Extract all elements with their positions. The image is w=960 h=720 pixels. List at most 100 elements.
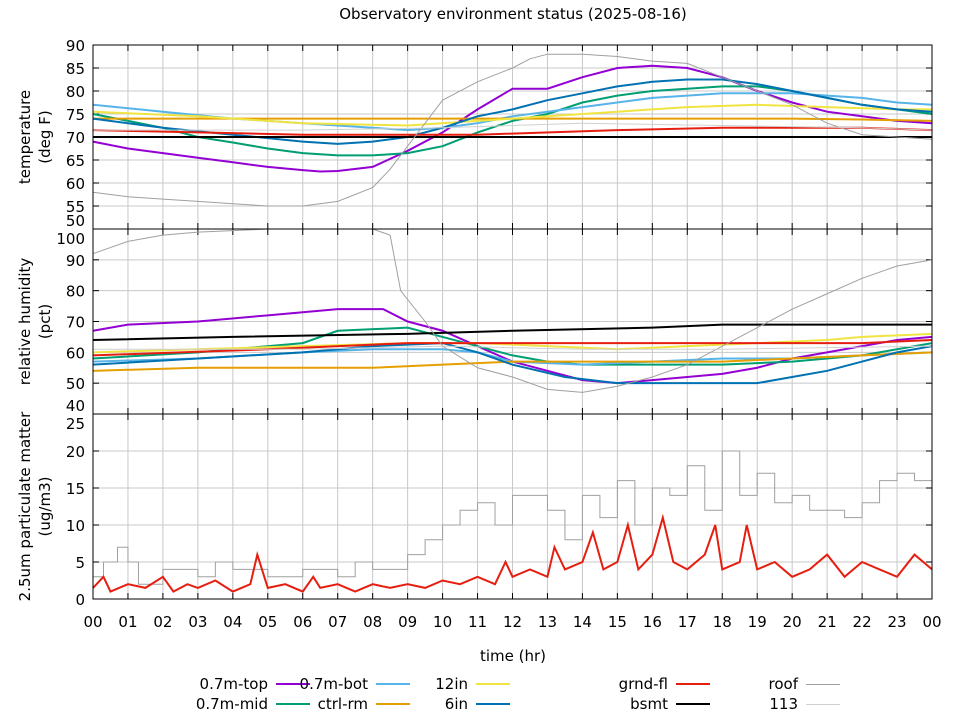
x-tick-label: 17 bbox=[678, 613, 697, 631]
y-tick-label: 80 bbox=[66, 283, 85, 301]
series-line-0.7m-mid bbox=[92, 326, 933, 366]
y-tick-label: 10 bbox=[66, 517, 85, 535]
legend-label: 0.7m-mid bbox=[195, 695, 268, 713]
series-line-0.7m-top bbox=[92, 308, 933, 385]
legend-label: 6in bbox=[444, 695, 468, 713]
legend-item-ctrl-rm: ctrl-rm bbox=[250, 694, 410, 714]
y-axis-label: (ug/m3) bbox=[36, 477, 54, 537]
x-tick-label: 21 bbox=[818, 613, 837, 631]
x-tick-label: 06 bbox=[293, 613, 312, 631]
legend-swatch bbox=[806, 703, 840, 705]
x-tick-label: 10 bbox=[433, 613, 452, 631]
x-tick-label: 19 bbox=[748, 613, 767, 631]
x-tick-label: 11 bbox=[468, 613, 487, 631]
plot-frame bbox=[92, 413, 933, 600]
x-tick-label: 07 bbox=[328, 613, 347, 631]
y-axis-label: 2.5um particulate matter bbox=[16, 411, 34, 601]
x-tick-label: 13 bbox=[538, 613, 557, 631]
y-tick-label: 70 bbox=[66, 314, 85, 332]
legend: 0.7m-top 0.7m-mid 0.7m-bot ctrl-rm 12in … bbox=[0, 668, 960, 718]
legend-swatch bbox=[376, 703, 410, 705]
series-line-roof bbox=[92, 228, 933, 393]
legend-item-0.7m-bot: 0.7m-bot bbox=[250, 674, 410, 694]
legend-swatch bbox=[376, 683, 410, 685]
legend-swatch bbox=[276, 703, 310, 705]
series-line-113 bbox=[93, 345, 933, 350]
legend-item-113: 113 bbox=[680, 694, 840, 714]
x-tick-label: 18 bbox=[713, 613, 732, 631]
y-tick-label: 50 bbox=[66, 212, 85, 230]
y-tick-label: 25 bbox=[66, 415, 85, 433]
series-line-ctrl-rm bbox=[93, 117, 933, 122]
x-tick-label: 15 bbox=[608, 613, 627, 631]
legend-label: bsmt bbox=[630, 695, 668, 713]
y-tick-label: 75 bbox=[66, 106, 85, 124]
legend-item-0.7m-top: 0.7m-top bbox=[150, 674, 310, 694]
x-tick-label: 02 bbox=[153, 613, 172, 631]
y-tick-label: 70 bbox=[66, 129, 85, 147]
x-tick-label: 09 bbox=[398, 613, 417, 631]
y-axis-label: temperature bbox=[16, 90, 34, 184]
series-line-grnd-fl bbox=[92, 513, 933, 593]
series-line-12in bbox=[92, 103, 932, 127]
x-tick-label: 05 bbox=[258, 613, 277, 631]
series-line-12in bbox=[92, 332, 933, 354]
legend-label: 0.7m-bot bbox=[299, 675, 368, 693]
y-tick-label: 90 bbox=[66, 37, 85, 55]
series-line-bsmt bbox=[92, 323, 932, 341]
x-tick-label: 08 bbox=[363, 613, 382, 631]
series-line-0.7m-top bbox=[92, 64, 933, 173]
y-tick-label: 85 bbox=[66, 60, 85, 78]
series-line-113 bbox=[93, 122, 933, 131]
x-tick-label: 14 bbox=[573, 613, 592, 631]
x-tick-label: 03 bbox=[188, 613, 207, 631]
y-tick-label: 55 bbox=[66, 198, 85, 216]
x-tick-label: 20 bbox=[783, 613, 802, 631]
legend-swatch bbox=[676, 683, 710, 685]
series-line-6in bbox=[92, 78, 933, 145]
legend-label: ctrl-rm bbox=[317, 695, 368, 713]
x-tick-label: 22 bbox=[853, 613, 872, 631]
panel-1: 40 50 60 70 80 90 100 relative humidity (pct) bbox=[16, 228, 933, 415]
y-tick-label: 65 bbox=[66, 152, 85, 170]
series-line-ctrl-rm bbox=[92, 351, 933, 372]
x-tick-label: 12 bbox=[503, 613, 522, 631]
legend-swatch bbox=[676, 703, 710, 705]
legend-label: grnd-fl bbox=[618, 675, 668, 693]
x-tick-label: 00 bbox=[83, 613, 102, 631]
x-tick-label: 23 bbox=[887, 613, 906, 631]
series-line-6in bbox=[92, 342, 933, 385]
y-tick-label: 50 bbox=[66, 375, 85, 393]
legend-label: 12in bbox=[435, 675, 468, 693]
legend-item-6in: 6in bbox=[350, 694, 510, 714]
x-tick-label: 16 bbox=[643, 613, 662, 631]
y-axis-label: (pct) bbox=[36, 304, 54, 339]
legend-label: 0.7m-top bbox=[199, 675, 268, 693]
legend-item-0.7m-mid: 0.7m-mid bbox=[150, 694, 310, 714]
y-tick-label: 5 bbox=[75, 554, 85, 572]
legend-item-grnd-fl: grnd-fl bbox=[550, 674, 710, 694]
y-axis-label: relative humidity bbox=[16, 258, 34, 386]
legend-swatch bbox=[806, 683, 840, 685]
legend-swatch bbox=[276, 683, 310, 685]
y-tick-label: 60 bbox=[66, 175, 85, 193]
y-tick-label: 60 bbox=[66, 344, 85, 362]
y-tick-label: 0 bbox=[75, 591, 85, 609]
y-tick-label: 20 bbox=[66, 443, 85, 461]
legend-label: roof bbox=[768, 675, 798, 693]
series-line-roof bbox=[93, 450, 933, 585]
x-tick-label: 04 bbox=[223, 613, 242, 631]
y-tick-label: 15 bbox=[66, 480, 85, 498]
x-axis-label: time (hr) bbox=[480, 647, 546, 665]
legend-label: 113 bbox=[769, 695, 798, 713]
y-tick-label: 80 bbox=[66, 83, 85, 101]
x-tick-label: 00 bbox=[922, 613, 941, 631]
y-tick-label: 100 bbox=[56, 230, 85, 248]
legend-item-12in: 12in bbox=[350, 674, 510, 694]
y-tick-label: 40 bbox=[66, 397, 85, 415]
legend-item-roof: roof bbox=[680, 674, 840, 694]
chart-title: Observatory environment status (2025-08-… bbox=[339, 5, 687, 23]
